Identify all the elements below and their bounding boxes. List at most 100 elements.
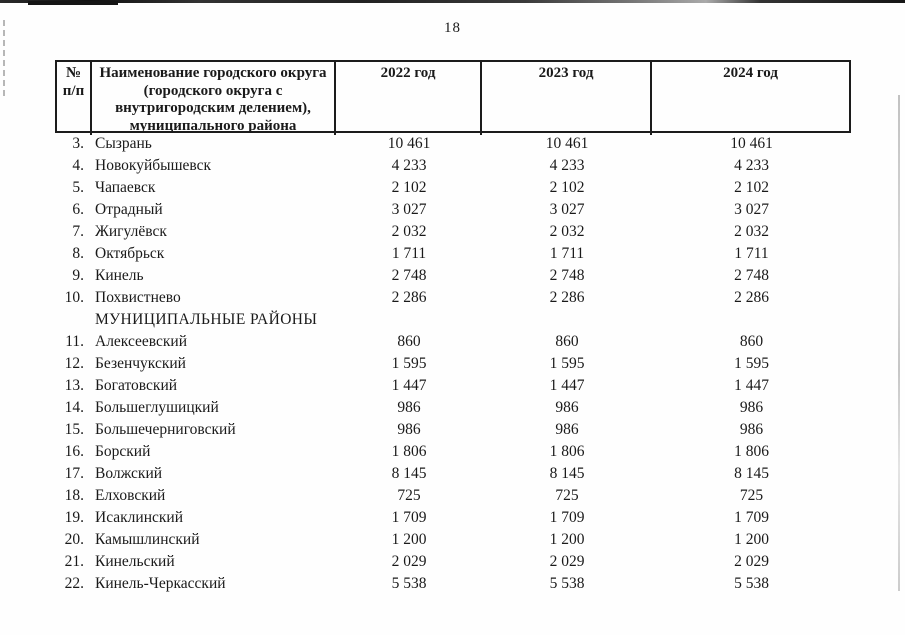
row-value-2023 xyxy=(482,309,652,331)
row-value-2024: 1 806 xyxy=(734,443,769,460)
row-name: Богатовский xyxy=(95,377,178,394)
row-value-2024: 986 xyxy=(739,421,764,438)
row-value-2023: 1 200 xyxy=(549,531,585,548)
row-number: 15. xyxy=(64,421,84,438)
row-value-2023: 1 709 xyxy=(549,509,585,526)
row-name: Кинель xyxy=(95,267,144,284)
row-value-2023: 1 595 xyxy=(549,355,585,372)
row-name: Кинельский xyxy=(95,553,175,570)
row-value-2022 xyxy=(336,309,482,331)
row-value-2024: 986 xyxy=(739,399,764,416)
row-value-2024: 860 xyxy=(739,333,764,350)
row-number: 14. xyxy=(64,399,84,416)
scan-artifact-top-line xyxy=(0,0,905,3)
row-value-2022: 4 233 xyxy=(391,157,427,174)
row-value-2023: 986 xyxy=(555,421,579,438)
row-name: Борский xyxy=(95,443,151,460)
table-row: 6. Отрадный 3 027 3 027 3 027 xyxy=(55,199,851,221)
row-value-2023: 2 748 xyxy=(549,267,585,284)
table-row: 4. Новокуйбышевск 4 233 4 233 4 233 xyxy=(55,155,851,177)
row-value-2022: 1 709 xyxy=(391,509,427,526)
row-value-2024: 2 102 xyxy=(734,179,769,196)
header-cell-year-2022: 2022 год xyxy=(336,62,482,135)
row-value-2022: 2 032 xyxy=(391,223,427,240)
table-row: 16. Борский 1 806 1 806 1 806 xyxy=(55,441,851,463)
table-row: 14. Большеглушицкий 986 986 986 xyxy=(55,397,851,419)
row-name: Камышлинский xyxy=(95,531,200,548)
table-section-row: МУНИЦИПАЛЬНЫЕ РАЙОНЫ xyxy=(55,309,851,331)
table-row: 12. Безенчукский 1 595 1 595 1 595 xyxy=(55,353,851,375)
scan-artifact-right-line xyxy=(898,95,900,591)
row-value-2022: 860 xyxy=(397,333,421,350)
row-value-2024: 1 595 xyxy=(734,355,769,372)
row-number: 11. xyxy=(65,333,84,350)
row-value-2023: 10 461 xyxy=(545,135,589,152)
row-name: Жигулёвск xyxy=(95,223,167,240)
row-value-2024 xyxy=(652,309,851,331)
row-value-2023: 860 xyxy=(555,333,579,350)
row-value-2024: 1 200 xyxy=(734,531,769,548)
table-header-row: № п/п Наименование городского округа (го… xyxy=(55,60,851,135)
table-row: 8. Октябрьск 1 711 1 711 1 711 xyxy=(55,243,851,265)
row-value-2022: 1 447 xyxy=(391,377,427,394)
row-value-2022: 986 xyxy=(397,399,421,416)
table-row: 22. Кинель-Черкасский 5 538 5 538 5 538 xyxy=(55,573,851,595)
table-row: 5. Чапаевск 2 102 2 102 2 102 xyxy=(55,177,851,199)
row-name: Новокуйбышевск xyxy=(95,157,212,174)
row-value-2022: 2 102 xyxy=(391,179,427,196)
row-value-2022: 1 595 xyxy=(391,355,427,372)
row-name: Волжский xyxy=(95,465,163,482)
row-value-2024: 1 447 xyxy=(734,377,769,394)
table-row: 13. Богатовский 1 447 1 447 1 447 xyxy=(55,375,851,397)
scan-artifact-left-line xyxy=(3,20,5,96)
row-value-2023: 1 711 xyxy=(549,245,585,262)
header-cell-name: Наименование городского округа (городско… xyxy=(92,62,336,135)
row-value-2023: 1 447 xyxy=(549,377,585,394)
row-value-2024: 2 032 xyxy=(734,223,769,240)
row-name: Сызрань xyxy=(95,135,152,152)
row-value-2024: 8 145 xyxy=(734,465,769,482)
row-number: 6. xyxy=(72,201,84,218)
row-value-2022: 1 806 xyxy=(391,443,427,460)
row-value-2024: 1 709 xyxy=(734,509,769,526)
row-number: 19. xyxy=(64,509,84,526)
row-value-2024: 4 233 xyxy=(734,157,769,174)
page-number: 18 xyxy=(444,20,461,36)
row-value-2023: 725 xyxy=(555,487,579,504)
row-name: Елховский xyxy=(95,487,166,504)
row-value-2022: 8 145 xyxy=(391,465,427,482)
row-value-2022: 3 027 xyxy=(391,201,427,218)
row-value-2023: 2 286 xyxy=(549,289,585,306)
budget-table: № п/п Наименование городского округа (го… xyxy=(55,60,851,595)
row-value-2023: 8 145 xyxy=(549,465,585,482)
table-row: 18. Елховский 725 725 725 xyxy=(55,485,851,507)
row-name: Большечерниговский xyxy=(95,421,236,438)
row-value-2023: 5 538 xyxy=(549,575,585,592)
row-value-2023: 2 029 xyxy=(549,553,585,570)
row-value-2024: 10 461 xyxy=(730,135,773,152)
row-number: 17. xyxy=(64,465,84,482)
table-body: 3. Сызрань 10 461 10 461 10 461 4. Новок… xyxy=(55,133,851,595)
row-number: 9. xyxy=(72,267,84,284)
table-row: 3. Сызрань 10 461 10 461 10 461 xyxy=(55,133,851,155)
row-value-2024: 2 286 xyxy=(734,289,769,306)
table-row: 21. Кинельский 2 029 2 029 2 029 xyxy=(55,551,851,573)
row-value-2024: 725 xyxy=(739,487,764,504)
row-number: 16. xyxy=(64,443,84,460)
row-value-2022: 1 711 xyxy=(391,245,427,262)
row-name: Чапаевск xyxy=(95,179,156,196)
scan-artifact-top-blob xyxy=(28,1,118,5)
row-value-2022: 986 xyxy=(397,421,421,438)
table-row: 9. Кинель 2 748 2 748 2 748 xyxy=(55,265,851,287)
row-number: 8. xyxy=(72,245,84,262)
row-value-2024: 2 029 xyxy=(734,553,769,570)
header-cell-num: № п/п xyxy=(57,62,92,135)
row-number: 3. xyxy=(72,135,84,152)
row-number: 10. xyxy=(64,289,84,306)
row-value-2022: 5 538 xyxy=(391,575,427,592)
row-value-2024: 2 748 xyxy=(734,267,769,284)
row-name: Исаклинский xyxy=(95,509,183,526)
table-row: 19. Исаклинский 1 709 1 709 1 709 xyxy=(55,507,851,529)
row-name: Алексеевский xyxy=(95,333,188,350)
